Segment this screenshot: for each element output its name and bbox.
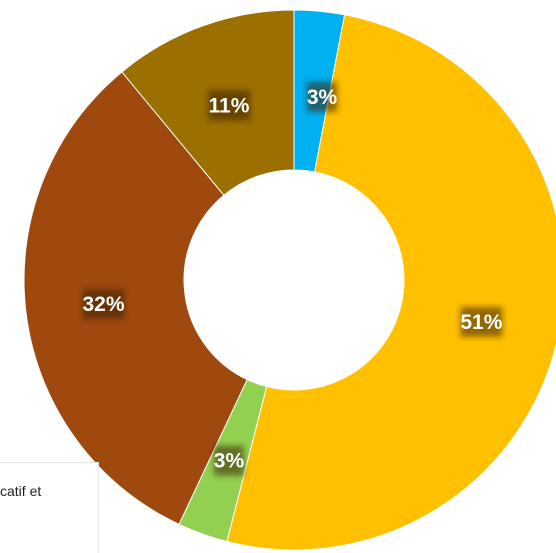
- data-label-5: 11%: [209, 94, 250, 117]
- data-label-1: 3%: [307, 86, 338, 109]
- slices-group: [23, 9, 556, 551]
- slice-5: [121, 9, 295, 196]
- legend-text-fragment: catif et: [0, 483, 42, 499]
- data-label-bg-2: [460, 306, 503, 337]
- data-label-bg-4: [82, 289, 125, 320]
- data-label-2: 51%: [460, 311, 502, 334]
- data-label-4: 32%: [82, 293, 124, 316]
- data-label-bg-1: [307, 81, 338, 112]
- legend-panel: [0, 462, 99, 553]
- slice-2: [226, 14, 556, 551]
- slice-4: [23, 71, 248, 525]
- data-label-bg-3: [213, 445, 244, 476]
- data-label-3: 3%: [214, 450, 245, 473]
- labels-group: 3% 51% 3% 32% 11%: [82, 81, 503, 476]
- data-label-bg-5: [207, 90, 250, 121]
